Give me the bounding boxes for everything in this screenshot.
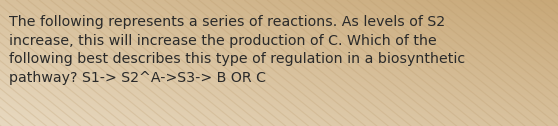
Text: The following represents a series of reactions. As levels of S2
increase, this w: The following represents a series of rea…	[9, 15, 465, 85]
